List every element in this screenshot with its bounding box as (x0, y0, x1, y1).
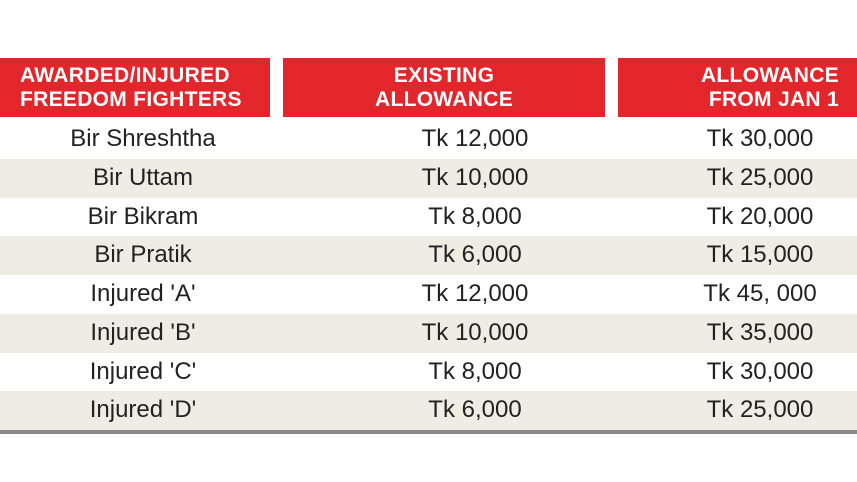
table-cell: Tk 45, 000 (703, 280, 817, 307)
header-cell: EXISTING ALLOWANCE (283, 58, 605, 117)
table-row: Bir Bikram Tk 8,000 Tk 20,000 (0, 198, 857, 237)
table-cell: Tk 30,000 (706, 357, 814, 385)
table-cell: Tk 15,000 (706, 241, 814, 269)
table-cell: Tk 12,000 (421, 280, 529, 307)
table-cell: Injured 'A' (90, 280, 196, 307)
table-cell: Bir Shreshtha (70, 125, 216, 152)
header-line: FREEDOM FIGHTERS (20, 87, 242, 111)
table-row: Injured 'C' Tk 8,000 Tk 30,000 (0, 353, 857, 392)
table-row: Injured 'A' Tk 12,000 Tk 45, 000 (0, 275, 857, 314)
table-cell: Injured 'B' (90, 318, 196, 346)
table-cell: Tk 6,000 (428, 396, 522, 424)
header-line: AWARDED/INJURED (20, 63, 230, 87)
table-row: Bir Uttam Tk 10,000 Tk 25,000 (0, 158, 857, 198)
table-cell: Tk 6,000 (428, 241, 522, 269)
header-line: FROM JAN 1 (708, 87, 839, 111)
table-cell: Tk 8,000 (428, 357, 522, 385)
table-cell: Bir Uttam (92, 163, 193, 191)
table-cell: Tk 25,000 (706, 163, 814, 191)
bottom-rule (0, 430, 857, 434)
table-cell: Injured 'C' (89, 357, 197, 385)
header-cell: ALLOWANCE FROM JAN 1 (618, 58, 857, 117)
table-row: Bir Pratik Tk 6,000 Tk 15,000 (0, 236, 857, 275)
table-cell: Tk 8,000 (428, 202, 522, 230)
table-cell: Tk 10,000 (421, 163, 529, 191)
table-cell: Tk 20,000 (706, 202, 814, 230)
header-cell: AWARDED/INJURED FREEDOM FIGHTERS (0, 58, 270, 117)
table-cell: Tk 30,000 (706, 125, 814, 152)
table-cell: Tk 35,000 (706, 318, 814, 346)
table-cell: Tk 25,000 (706, 396, 814, 424)
table-row: Bir Shreshtha Tk 12,000 Tk 30,000 (0, 120, 857, 159)
table-row: Injured 'D' Tk 6,000 Tk 25,000 (0, 391, 857, 430)
header-line: EXISTING (393, 63, 495, 87)
table-cell: Tk 12,000 (421, 125, 529, 152)
table-cell: Injured 'D' (89, 396, 197, 424)
table-cell: Tk 10,000 (421, 318, 529, 346)
header-line: ALLOWANCE (700, 63, 839, 87)
table-row: Injured 'B' Tk 10,000 Tk 35,000 (0, 313, 857, 353)
header-line: ALLOWANCE (374, 87, 514, 111)
table-cell: Bir Bikram (87, 202, 199, 230)
table-cell: Bir Pratik (94, 241, 192, 269)
